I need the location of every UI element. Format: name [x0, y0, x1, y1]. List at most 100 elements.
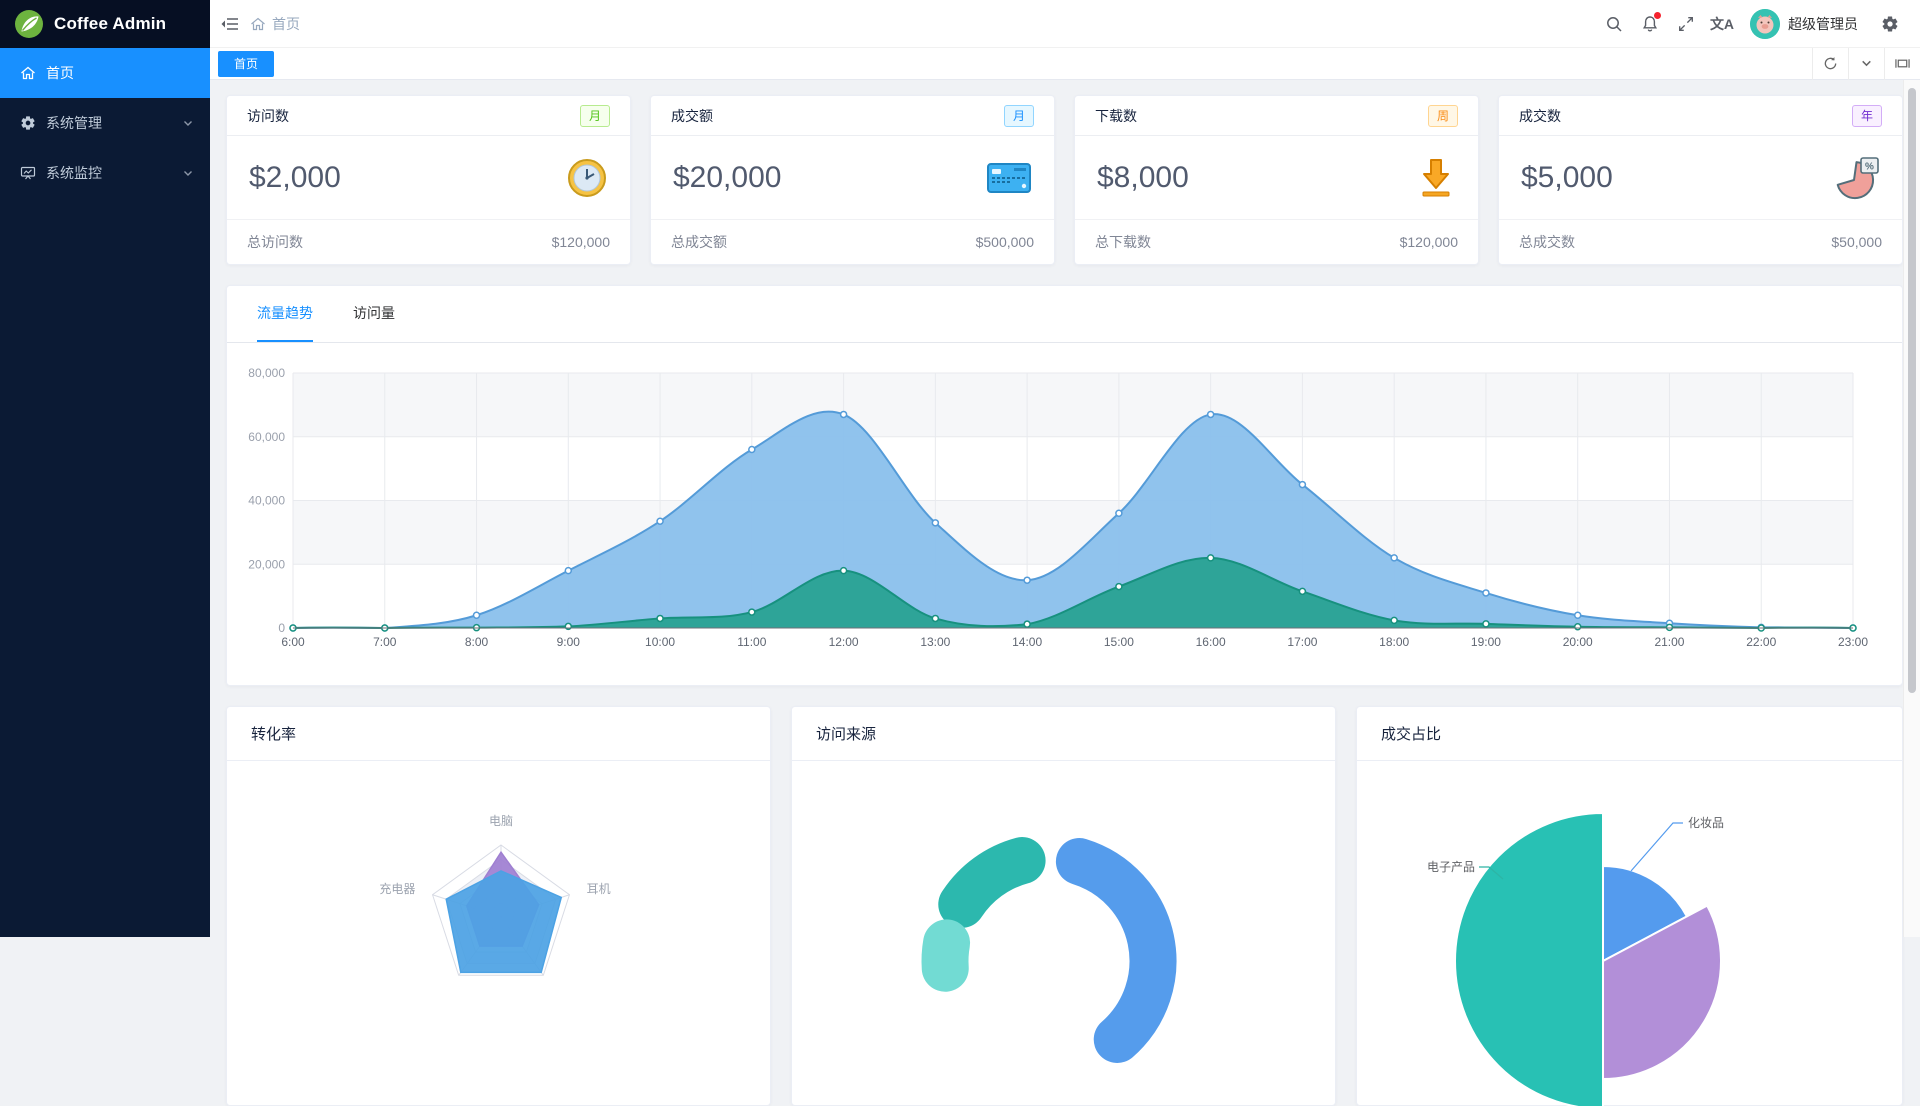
svg-text:80,000: 80,000: [248, 366, 285, 380]
svg-text:19:00: 19:00: [1471, 635, 1501, 649]
breadcrumb-home: 首页: [272, 15, 300, 32]
stat-value: $20,000: [673, 160, 782, 194]
sidebar-menu: 首页 系统管理 系统监控: [0, 48, 210, 198]
stat-footer-value: $120,000: [551, 234, 610, 250]
svg-text:20:00: 20:00: [1563, 635, 1593, 649]
svg-text:16:00: 16:00: [1196, 635, 1226, 649]
svg-text:10:00: 10:00: [645, 635, 675, 649]
sidebar-item-system-monitor[interactable]: 系统监控: [0, 148, 210, 198]
notification-bell-icon[interactable]: [1632, 0, 1668, 48]
svg-text:充电器: 充电器: [379, 881, 415, 896]
traffic-trend-area-chart: 0 20,000 40,000 60,000 80,000 6:00 7:00 8:00 9:0…: [248, 366, 1868, 649]
stat-title: 成交额: [671, 107, 713, 124]
stat-title: 下载数: [1095, 107, 1137, 124]
tags-controls: [1812, 47, 1920, 80]
stat-footer-label: 总访问数: [247, 234, 303, 250]
chevron-down-icon: [184, 121, 192, 126]
svg-text:21:00: 21:00: [1654, 635, 1684, 649]
svg-text:12:00: 12:00: [829, 635, 859, 649]
svg-text:化妆品: 化妆品: [1688, 816, 1724, 830]
svg-text:13:00: 13:00: [920, 635, 950, 649]
sidebar-item-home[interactable]: 首页: [0, 48, 210, 98]
translate-icon[interactable]: 文A: [1709, 15, 1735, 32]
period-badge: 年: [1851, 104, 1882, 127]
download-icon: [1422, 158, 1450, 196]
period-badge: 月: [1003, 104, 1034, 127]
svg-text:17:00: 17:00: [1287, 635, 1317, 649]
svg-text:7:00: 7:00: [373, 635, 397, 649]
svg-text:8:00: 8:00: [465, 635, 489, 649]
svg-text:22:00: 22:00: [1746, 635, 1776, 649]
stat-card-downloads: 下载数 周 $8,000 总下载数 $120,000: [1074, 95, 1479, 265]
svg-text:11:00: 11:00: [737, 635, 766, 649]
stat-footer-value: $120,000: [1399, 234, 1458, 250]
bank-card-icon: [987, 162, 1031, 193]
svg-text:耳机: 耳机: [587, 882, 611, 896]
chevron-down-icon[interactable]: [1848, 47, 1884, 80]
app-title: Coffee Admin: [54, 14, 167, 33]
breadcrumb[interactable]: 首页: [250, 14, 300, 34]
monitor-icon: [20, 166, 36, 180]
stat-value: $5,000: [1521, 160, 1613, 194]
sidebar-item-label: 系统管理: [46, 115, 102, 131]
stat-footer-label: 总成交额: [671, 234, 727, 250]
notification-dot: [1654, 11, 1661, 19]
svg-text:23:00: 23:00: [1838, 635, 1868, 649]
page-scrollbar-thumb[interactable]: [1908, 88, 1916, 693]
svg-text:9:00: 9:00: [557, 635, 581, 649]
stat-card-turnover: 成交额 月 $20,000 总成交额 $500,000: [650, 95, 1055, 265]
page-scrollbar-track: [1903, 80, 1920, 937]
conversion-rate-card: 转化率 电脑耳机 充电器: [226, 706, 771, 1106]
settings-gear-icon[interactable]: [1872, 0, 1908, 48]
traffic-trend-card: 流量趋势 访问量 0 20,000 40,000 60,000 80,000 6:00 7:…: [226, 285, 1903, 686]
search-icon[interactable]: [1596, 0, 1632, 48]
header-actions: 文A 超级管理员: [1596, 0, 1920, 48]
stat-footer-value: $500,000: [975, 234, 1034, 250]
period-badge: 周: [1427, 104, 1458, 127]
card-title: 成交占比: [1381, 726, 1442, 743]
card-title: 访问来源: [816, 726, 877, 743]
leaf-logo-icon: [15, 10, 43, 38]
stat-title: 成交数: [1519, 107, 1561, 124]
home-icon: [21, 66, 35, 80]
svg-text:15:00: 15:00: [1104, 635, 1134, 649]
refresh-icon[interactable]: [1812, 47, 1848, 80]
svg-text:0: 0: [278, 621, 285, 635]
svg-text:14:00: 14:00: [1012, 635, 1042, 649]
visit-source-donut-chart: [921, 837, 1177, 1063]
svg-text:电子产品: 电子产品: [1427, 860, 1475, 874]
fullscreen-icon[interactable]: [1668, 0, 1704, 48]
sidebar-item-label: 首页: [46, 65, 74, 81]
stat-title: 访问数: [247, 107, 289, 124]
home-icon: [251, 17, 265, 30]
stat-card-visits: 访问数 月 $2,000 总访问数 $120,000: [226, 95, 631, 265]
tag-tab-home[interactable]: 首页: [218, 50, 275, 77]
sidebar: Coffee Admin 首页 系统管理 系统监控: [0, 0, 210, 937]
app-logo[interactable]: Coffee Admin: [0, 0, 210, 48]
sidebar-item-system-management[interactable]: 系统管理: [0, 98, 210, 148]
tab-visit-volume[interactable]: 访问量: [353, 305, 395, 321]
clock-icon: [568, 158, 606, 197]
stat-value: $8,000: [1097, 160, 1189, 194]
tags-view-bar: 首页: [210, 47, 1920, 80]
gear-icon: [21, 116, 35, 130]
svg-text:%: %: [1865, 161, 1874, 172]
stat-card-deals: 成交数 年 $5,000 % 总成交数 $50,000: [1498, 95, 1903, 265]
user-name[interactable]: 超级管理员: [1788, 15, 1858, 32]
stat-value: $2,000: [249, 160, 341, 194]
maximize-icon[interactable]: [1884, 47, 1920, 80]
sidebar-fold-icon[interactable]: [210, 0, 250, 48]
svg-text:18:00: 18:00: [1379, 635, 1409, 649]
chevron-down-icon: [184, 171, 192, 176]
stat-footer-label: 总下载数: [1095, 234, 1151, 250]
sidebar-item-label: 系统监控: [46, 165, 102, 181]
svg-text:电脑: 电脑: [489, 814, 513, 828]
avatar[interactable]: [1750, 8, 1780, 39]
top-header: 首页 文A: [210, 0, 1920, 48]
card-title: 转化率: [251, 726, 297, 743]
svg-text:60,000: 60,000: [248, 430, 285, 444]
tab-traffic-trend[interactable]: 流量趋势: [257, 286, 313, 342]
svg-text:6:00: 6:00: [281, 635, 305, 649]
